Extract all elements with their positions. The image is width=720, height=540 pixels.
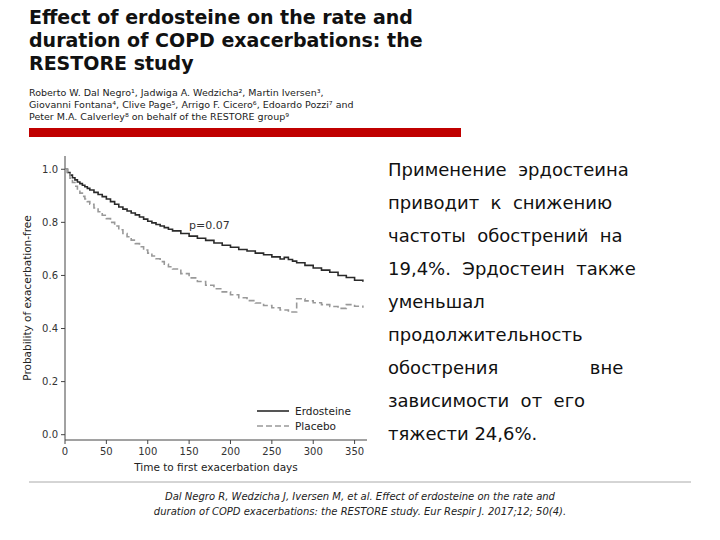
x-axis-label: Time to first exacerbation days (133, 461, 298, 473)
x-tick-label: 50 (100, 446, 113, 457)
y-tick-label: 0.8 (42, 217, 58, 228)
y-tick-label: 0.0 (42, 429, 58, 440)
legend-label: Placebo (295, 420, 336, 432)
side-text: частоты обострений на (388, 225, 623, 246)
y-tick (61, 328, 65, 329)
y-tick (61, 169, 65, 170)
title-line: duration of COPD exacerbations: the (29, 29, 423, 51)
side-text: уменьшал (388, 291, 485, 312)
x-tick (189, 440, 190, 444)
title-line: Effect of erdosteine on the rate and (29, 6, 413, 28)
subtitle-line: Roberto W. Dal Negro¹, Jadwiga A. Wedzic… (29, 87, 324, 98)
citation: Dal Negro R, Wedzicha J, Iversen M, et a… (154, 491, 566, 517)
subtitle: Roberto W. Dal Negro¹, Jadwiga A. Wedzic… (29, 87, 354, 122)
side-text: тяжести 24,6%. (388, 423, 537, 444)
series-line (65, 169, 363, 312)
citation-line: duration of COPD exacerbations: the REST… (154, 506, 566, 517)
annotation: p=0.07 (189, 219, 230, 232)
y-tick-label: 0.6 (42, 270, 58, 281)
title: Effect of erdosteine on the rate anddura… (29, 6, 423, 74)
y-tick-label: 0.2 (42, 376, 58, 387)
side-text: зависимости от его (388, 390, 585, 411)
title-line: RESTORE study (29, 52, 194, 74)
x-tick-label: 350 (345, 446, 364, 457)
side-text: обострения вне (388, 357, 623, 378)
x-tick (106, 440, 107, 444)
y-tick-label: 1.0 (42, 164, 58, 175)
x-tick-label: 300 (304, 446, 323, 457)
y-tick-label: 0.4 (42, 323, 58, 334)
legend-swatch (257, 425, 289, 427)
x-tick-label: 0 (62, 446, 68, 457)
x-tick (147, 440, 148, 444)
y-axis-label: Probability of exacerbation-free (21, 215, 33, 380)
legend-swatch (257, 410, 289, 412)
x-tick-label: 100 (138, 446, 157, 457)
side-text: приводит к снижению (388, 192, 612, 213)
legend-label: Erdosteine (295, 405, 351, 417)
series-line (65, 169, 363, 282)
legend: Erdosteine Placebo (257, 405, 351, 432)
x-tick-label: 200 (221, 446, 240, 457)
accent-bar (29, 128, 461, 137)
y-axis-line (65, 156, 66, 440)
subtitle-line: Peter M.A. Calverley⁸ on behalf of the R… (29, 111, 289, 122)
side-text: Применение эрдостеина (388, 159, 629, 180)
x-tick (65, 440, 66, 444)
separator (29, 482, 691, 483)
x-tick (230, 440, 231, 444)
side-text: 19,4%. Эрдостеин также (388, 258, 636, 279)
subtitle-line: Giovanni Fontana⁴, Clive Page⁵, Arrigo F… (29, 99, 354, 110)
y-tick (61, 275, 65, 276)
citation-line: Dal Negro R, Wedzicha J, Iversen M, et a… (165, 491, 556, 502)
y-tick (61, 434, 65, 435)
plot-series (65, 169, 363, 312)
x-tick (313, 440, 314, 444)
x-axis-line (65, 440, 367, 441)
y-tick (61, 381, 65, 382)
x-tick-label: 250 (262, 446, 281, 457)
x-tick (271, 440, 272, 444)
side-text: продолжительность (388, 324, 583, 345)
y-tick (61, 222, 65, 223)
x-tick (354, 440, 355, 444)
x-tick-label: 150 (180, 446, 199, 457)
background (0, 0, 720, 540)
